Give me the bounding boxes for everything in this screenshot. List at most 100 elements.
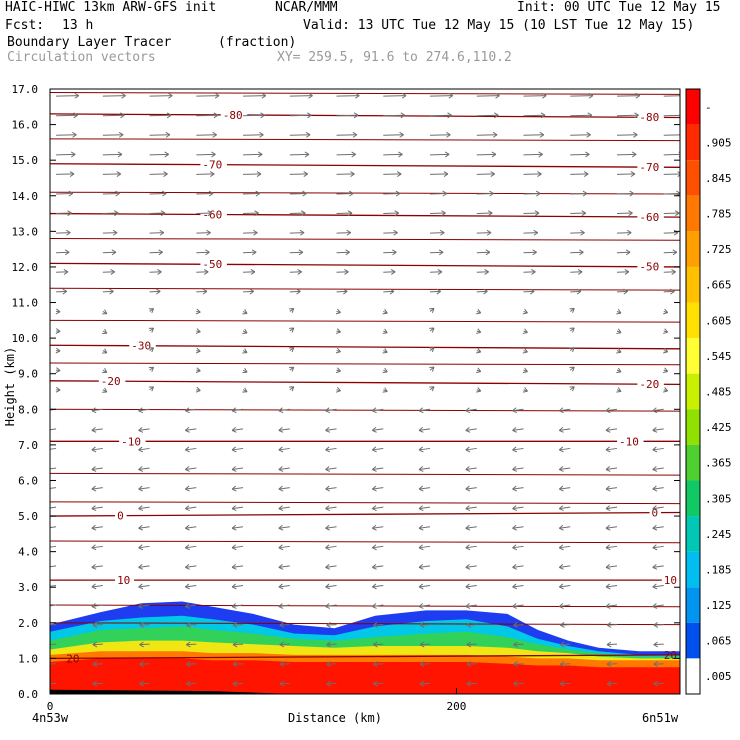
vector-arrow (196, 271, 209, 273)
vector-arrow (570, 232, 585, 234)
vector-arrow (418, 487, 431, 490)
vector-arrowhead (466, 621, 472, 628)
vector-arrowhead (569, 307, 575, 314)
vector-arrowhead (326, 641, 331, 648)
contour-label-bg (200, 158, 227, 171)
vector-arrow (570, 153, 590, 156)
vector-arrow (418, 545, 431, 549)
vector-arrow (512, 487, 524, 490)
vector-arrow (326, 682, 337, 685)
vector-arrowhead (371, 466, 377, 472)
vector-arrowhead (558, 407, 564, 414)
vector-arrow (231, 506, 244, 510)
vector-arrow (102, 251, 116, 254)
contour-label-bg (661, 574, 680, 587)
vector-arrowhead (371, 583, 377, 590)
forecast-hour: 13 h (62, 18, 94, 33)
colorbar-swatch (686, 195, 700, 232)
vector-arrowhead (232, 680, 238, 687)
vector-arrow (383, 271, 396, 273)
vector-arrowhead (157, 269, 162, 275)
y-tick-label: 17.0 (12, 83, 39, 96)
vector-arrowhead (395, 190, 401, 197)
vector-arrow (512, 584, 524, 588)
vector-arrow (652, 526, 664, 529)
vector-arrow (513, 624, 524, 626)
contour-line (50, 408, 680, 412)
contour-line (50, 472, 680, 476)
vector-arrow (605, 604, 618, 608)
vector-arrowhead (396, 171, 402, 177)
vector-arrow (91, 408, 103, 412)
vector-arrowhead (325, 505, 331, 512)
vector-arrowhead (513, 641, 518, 648)
vector-arrowhead (605, 524, 611, 531)
vector-arrowhead (118, 131, 124, 138)
vector-arrowhead (465, 563, 471, 570)
vector-arrowhead (373, 621, 378, 628)
vector-arrowhead (138, 466, 144, 472)
vector-arrow (570, 95, 594, 97)
vector-arrow (325, 604, 337, 608)
vector-arrow (559, 487, 571, 490)
vector-arrow (616, 114, 639, 117)
vector-arrow (243, 290, 254, 293)
contour-label: -50 (639, 261, 659, 274)
contour-label-bg (115, 574, 135, 587)
vector-arrow (372, 584, 384, 588)
vector-arrow (50, 467, 57, 470)
vector-arrowhead (512, 466, 518, 472)
vector-arrow (231, 428, 244, 431)
temperature-contour (50, 212, 680, 218)
tracer-layer-red (50, 658, 680, 694)
vector-arrowhead (652, 563, 658, 570)
vector-arrowhead (522, 367, 528, 374)
vector-arrow (91, 467, 103, 471)
vector-arrowhead (231, 407, 237, 414)
vector-arrow (652, 506, 664, 510)
vector-arrow (523, 212, 540, 215)
vector-arrowhead (437, 269, 443, 275)
vector-arrowhead (371, 505, 377, 512)
vector-arrowhead (278, 524, 284, 531)
vector-arrowhead (117, 151, 123, 158)
vector-arrow (616, 290, 628, 293)
vector-arrowhead (605, 446, 611, 453)
colorbar-label: .845 (705, 172, 732, 185)
vector-arrowhead (485, 249, 491, 256)
vector-arrowhead (55, 367, 61, 374)
colorbar-label: .725 (705, 243, 732, 256)
vector-arrowhead (206, 229, 211, 236)
vector-arrow (652, 604, 664, 608)
vector-arrowhead (212, 131, 217, 138)
temperature-contour (50, 163, 680, 168)
contour-line (50, 362, 680, 366)
vector-arrowhead (213, 112, 219, 119)
vector-arrow (243, 251, 257, 254)
vector-arrow (605, 487, 618, 490)
vector-arrow (186, 643, 197, 646)
vector-arrowhead (441, 210, 446, 217)
vector-arrowhead (185, 583, 190, 590)
vector-arrow (616, 134, 638, 136)
vector-arrow (231, 447, 244, 451)
vector-arrow (185, 467, 197, 471)
vector-arrow (616, 212, 633, 215)
colorbar-label: .305 (705, 492, 732, 505)
contour-label-bg (637, 111, 664, 124)
vector-arrowhead (653, 641, 659, 648)
vector-arrow (91, 447, 103, 451)
vector-arrowhead (325, 466, 331, 472)
vector-arrowhead (195, 308, 201, 315)
contour-label: -30 (131, 340, 151, 353)
vector-arrow (138, 408, 150, 412)
vector-arrowhead (289, 366, 295, 372)
vector-arrow (185, 565, 197, 568)
vector-arrow (56, 251, 70, 254)
vector-arrowhead (400, 112, 406, 119)
vector-arrow (196, 153, 216, 156)
vector-arrowhead (605, 426, 611, 433)
vector-arrowhead (205, 249, 210, 256)
vector-arrow (102, 271, 115, 273)
vector-arrowhead (537, 171, 542, 177)
